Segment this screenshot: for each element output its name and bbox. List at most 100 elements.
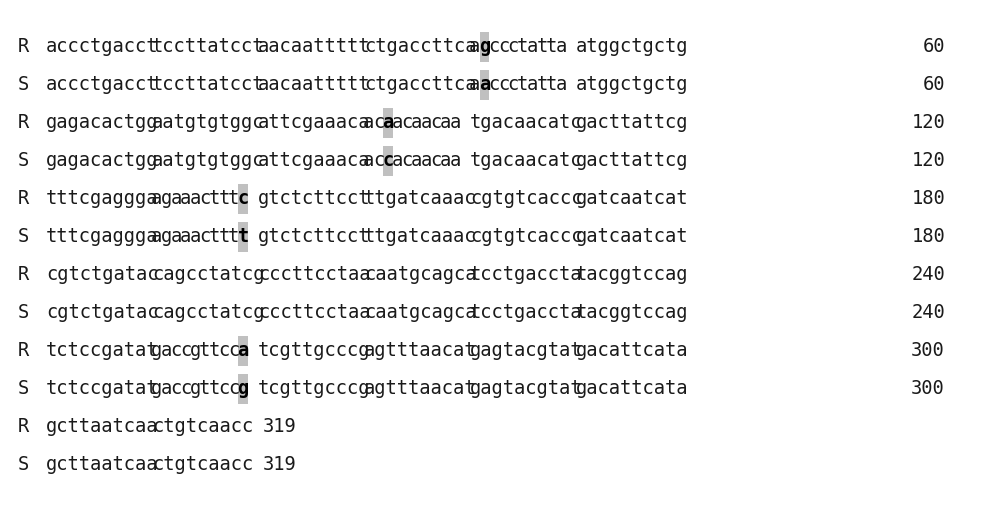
- Text: gacattcata: gacattcata: [576, 379, 688, 398]
- Text: t: t: [218, 227, 230, 246]
- Text: t: t: [546, 75, 557, 94]
- Text: c: c: [382, 151, 394, 170]
- Text: a: a: [161, 379, 172, 398]
- Text: t: t: [199, 379, 210, 398]
- Text: t: t: [209, 227, 220, 246]
- Text: S: S: [18, 227, 29, 246]
- Text: 60: 60: [922, 38, 945, 57]
- Text: a: a: [421, 114, 432, 133]
- Text: ttgatcaaac: ttgatcaaac: [364, 227, 477, 246]
- Text: c: c: [238, 190, 249, 209]
- Text: a: a: [411, 114, 422, 133]
- Text: atggctgctg: atggctgctg: [576, 38, 688, 57]
- Text: a: a: [469, 75, 480, 94]
- Text: 60: 60: [922, 75, 945, 94]
- Text: a: a: [190, 190, 201, 209]
- Text: 300: 300: [911, 379, 945, 398]
- Text: 120: 120: [911, 151, 945, 170]
- FancyBboxPatch shape: [480, 70, 489, 100]
- Text: a: a: [170, 227, 182, 246]
- Text: a: a: [363, 114, 374, 133]
- Text: cgtctgatac: cgtctgatac: [46, 303, 158, 322]
- Text: ctgtcaacc: ctgtcaacc: [152, 418, 253, 436]
- Text: R: R: [18, 38, 29, 57]
- Text: 180: 180: [911, 227, 945, 246]
- Text: attcgaaaca: attcgaaaca: [258, 151, 370, 170]
- Text: gacattcata: gacattcata: [576, 342, 688, 361]
- Text: c: c: [488, 75, 500, 94]
- Text: cgtgtcaccc: cgtgtcaccc: [470, 190, 582, 209]
- Text: accctgacct: accctgacct: [46, 38, 158, 57]
- Text: c: c: [180, 379, 191, 398]
- Text: attcgaaaca: attcgaaaca: [258, 114, 370, 133]
- Text: a: a: [556, 75, 567, 94]
- Text: tctccgatat: tctccgatat: [46, 342, 158, 361]
- Text: 120: 120: [911, 114, 945, 133]
- Text: t: t: [228, 227, 239, 246]
- Text: gcttaatcaa: gcttaatcaa: [46, 418, 158, 436]
- Text: a: a: [527, 38, 538, 57]
- FancyBboxPatch shape: [238, 222, 248, 252]
- Text: cagcctatcg: cagcctatcg: [152, 303, 264, 322]
- Text: a: a: [382, 114, 394, 133]
- Text: agtttaacat: agtttaacat: [364, 379, 477, 398]
- Text: c: c: [488, 38, 500, 57]
- Text: atggctgctg: atggctgctg: [576, 75, 688, 94]
- Text: 319: 319: [263, 418, 297, 436]
- Text: c: c: [170, 379, 182, 398]
- Text: g: g: [238, 379, 249, 398]
- Text: a: a: [238, 342, 249, 361]
- Text: gagacactgg: gagacactgg: [46, 151, 158, 170]
- Text: a: a: [421, 151, 432, 170]
- Text: S: S: [18, 455, 29, 475]
- FancyBboxPatch shape: [480, 32, 489, 62]
- Text: tgacaacatc: tgacaacatc: [470, 114, 582, 133]
- Text: c: c: [508, 38, 519, 57]
- Text: cgtctgatac: cgtctgatac: [46, 266, 158, 285]
- Text: gtctcttcct: gtctcttcct: [258, 227, 370, 246]
- Text: agtttaacat: agtttaacat: [364, 342, 477, 361]
- Text: tcgttgcccg: tcgttgcccg: [258, 379, 370, 398]
- Text: a: a: [392, 114, 403, 133]
- Text: tacggtccag: tacggtccag: [576, 303, 688, 322]
- Text: cagcctatcg: cagcctatcg: [152, 266, 264, 285]
- Text: c: c: [199, 227, 210, 246]
- Text: R: R: [18, 190, 29, 209]
- Text: t: t: [517, 75, 528, 94]
- Text: R: R: [18, 418, 29, 436]
- Text: R: R: [18, 342, 29, 361]
- Text: S: S: [18, 303, 29, 322]
- Text: c: c: [218, 379, 230, 398]
- Text: gagtacgtat: gagtacgtat: [470, 342, 582, 361]
- Text: aacaattttt: aacaattttt: [258, 38, 370, 57]
- Text: t: t: [199, 342, 210, 361]
- Text: R: R: [18, 114, 29, 133]
- Text: tccttatcct: tccttatcct: [152, 75, 264, 94]
- Text: t: t: [536, 75, 548, 94]
- Text: tcctgaccta: tcctgaccta: [470, 303, 582, 322]
- Text: a: a: [363, 151, 374, 170]
- Text: cccttcctaa: cccttcctaa: [258, 303, 370, 322]
- FancyBboxPatch shape: [238, 184, 248, 214]
- Text: a: a: [411, 151, 422, 170]
- FancyBboxPatch shape: [238, 336, 248, 366]
- Text: gcttaatcaa: gcttaatcaa: [46, 455, 158, 475]
- Text: 319: 319: [263, 455, 297, 475]
- Text: a: a: [392, 151, 403, 170]
- Text: a: a: [450, 114, 461, 133]
- Text: ttgatcaaac: ttgatcaaac: [364, 190, 477, 209]
- Text: aacaattttt: aacaattttt: [258, 75, 370, 94]
- Text: a: a: [450, 151, 461, 170]
- Text: g: g: [190, 342, 201, 361]
- Text: caatgcagca: caatgcagca: [364, 303, 477, 322]
- Text: gagtacgtat: gagtacgtat: [470, 379, 582, 398]
- Text: c: c: [508, 75, 519, 94]
- Text: ctgtcaacc: ctgtcaacc: [152, 455, 253, 475]
- FancyBboxPatch shape: [383, 108, 393, 138]
- Text: a: a: [180, 190, 191, 209]
- Text: c: c: [402, 114, 413, 133]
- Text: t: t: [536, 38, 548, 57]
- Text: gacttattcg: gacttattcg: [576, 114, 688, 133]
- Text: g: g: [151, 379, 162, 398]
- Text: tttcgaggga: tttcgaggga: [46, 190, 158, 209]
